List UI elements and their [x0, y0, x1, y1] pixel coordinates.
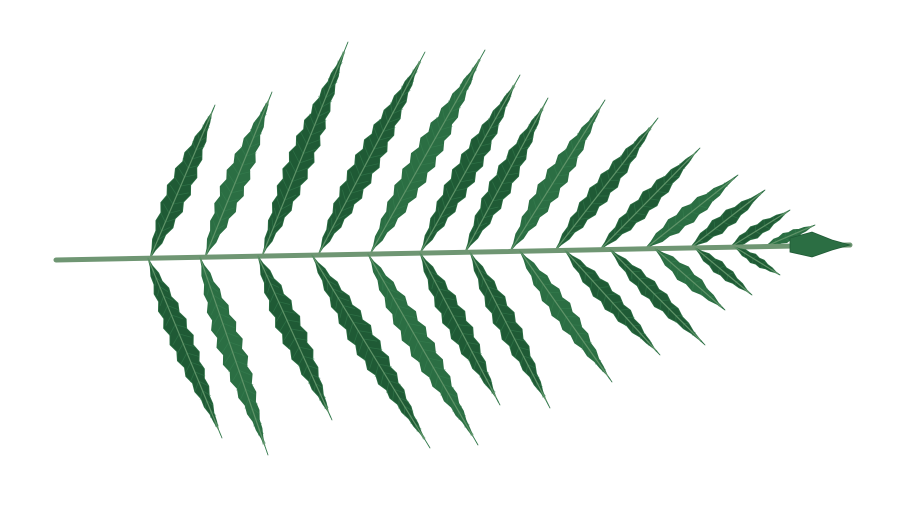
lower-pinna-13: [734, 246, 781, 276]
lower-pinna-1-midrib: [147, 257, 219, 430]
upper-pinna-5-veins: [374, 50, 485, 246]
lower-pinna-7-midrib: [469, 251, 547, 401]
lower-pinna-1: [147, 257, 223, 439]
lower-pinna-12: [694, 247, 753, 296]
upper-pinna-1-veins: [153, 107, 215, 250]
lower-pinna-11-midrib: [654, 248, 723, 308]
upper-pinna-10: [599, 147, 701, 251]
lower-pinna-9-midrib: [564, 249, 656, 351]
upper-pinna-8-midrib: [509, 106, 601, 252]
upper-pinna-12: [689, 189, 766, 249]
upper-pinna-3: [261, 41, 349, 257]
lower-pinna-3-veins: [261, 265, 332, 418]
lower-pinna-2-midrib: [199, 256, 266, 446]
upper-pinna-1: [149, 104, 216, 259]
lower-pinna-11: [654, 248, 726, 311]
lower-pinna-2: [199, 256, 269, 456]
upper-pinna-3-veins: [265, 42, 349, 247]
lower-pinna-12-veins: [702, 254, 748, 292]
lower-pinna-8-midrib: [519, 250, 609, 377]
upper-pinna-12-veins: [697, 192, 761, 242]
fern-frond: [53, 41, 853, 456]
upper-pinna-11-midrib: [644, 178, 735, 250]
lower-pinna-7: [469, 251, 551, 409]
lower-pinna-3: [257, 255, 333, 421]
lower-pinna-5: [367, 253, 479, 446]
upper-pinna-2-midrib: [204, 99, 270, 258]
upper-pinna-12-midrib: [689, 192, 762, 249]
lower-pinna-6-veins: [424, 261, 500, 403]
lower-pinna-3-midrib: [257, 255, 329, 413]
upper-pinna-4: [317, 51, 426, 256]
lower-pinna-13-midrib: [734, 246, 779, 275]
upper-pinna-13-midrib: [729, 211, 788, 248]
lower-pinna-6-midrib: [419, 252, 497, 398]
upper-pinna-4-midrib: [317, 61, 421, 256]
lower-pinna-4-midrib: [311, 254, 425, 439]
lower-pinna-6: [419, 252, 501, 406]
upper-pinna-1-midrib: [149, 112, 213, 259]
lower-pinna-12-midrib: [694, 247, 750, 294]
upper-pinna-2: [204, 91, 273, 258]
upper-pinna-9: [554, 117, 659, 252]
upper-pinna-7-midrib: [464, 105, 545, 253]
fern-pinnae-back: [149, 41, 816, 259]
upper-pinna-8: [509, 99, 606, 252]
lower-pinna-8-veins: [525, 259, 611, 380]
lower-pinna-5-midrib: [367, 253, 474, 437]
upper-pinna-7: [464, 97, 549, 253]
upper-pinna-11: [644, 174, 739, 250]
fern-pinnae-front: [147, 231, 852, 456]
upper-pinna-11-veins: [652, 177, 735, 244]
upper-pinna-14-midrib: [764, 225, 814, 248]
upper-pinna-10-midrib: [599, 152, 696, 251]
lower-pinna-11-veins: [662, 255, 721, 307]
upper-pinna-6-midrib: [419, 83, 516, 254]
lower-pinna-10: [609, 248, 706, 346]
fern-stem: [53, 242, 853, 263]
upper-pinna-14: [764, 224, 816, 248]
lower-pinna-8: [519, 250, 613, 383]
upper-pinna-5: [369, 49, 486, 255]
upper-pinna-6: [419, 74, 521, 254]
upper-pinna-9-midrib: [554, 123, 654, 252]
upper-pinna-13: [729, 209, 791, 248]
upper-pinna-3-midrib: [261, 52, 345, 257]
upper-pinna-9-veins: [560, 120, 657, 244]
lower-pinna-4: [311, 254, 431, 449]
upper-pinna-5-midrib: [369, 59, 480, 255]
fern-tip: [789, 231, 852, 258]
lower-pinna-9: [564, 249, 661, 356]
lower-pinna-10-midrib: [609, 248, 701, 341]
